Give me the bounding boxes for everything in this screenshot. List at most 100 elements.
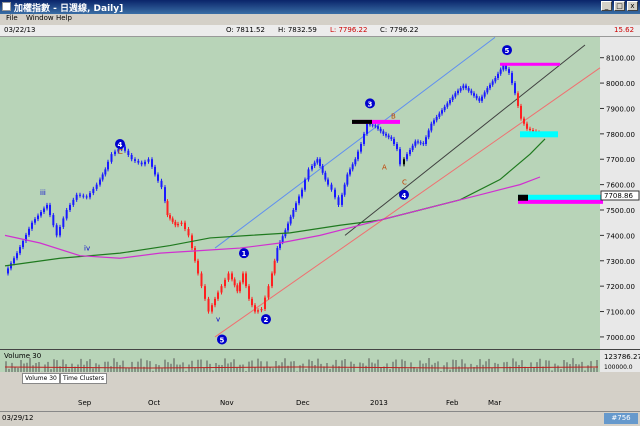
candle-body xyxy=(171,218,174,222)
title-bar: 加權指數 - 日週線, Daily] _ □ x xyxy=(0,0,640,14)
candle-body xyxy=(523,118,525,124)
tab-volume[interactable]: Volume 30 xyxy=(22,373,60,384)
candle-body xyxy=(124,146,126,151)
target-bar xyxy=(520,131,558,138)
wave-label: C xyxy=(402,179,407,187)
candle-body xyxy=(491,81,494,85)
candle-body xyxy=(475,95,478,99)
candle-body xyxy=(204,286,206,299)
candle-body xyxy=(137,160,140,163)
candle-body xyxy=(441,110,443,114)
candle-body xyxy=(227,273,230,280)
candle-body xyxy=(422,143,425,145)
candle-body xyxy=(399,149,401,165)
candle-body xyxy=(7,268,9,274)
candle-body xyxy=(107,161,109,170)
candle-body xyxy=(351,164,354,170)
candle-body xyxy=(390,137,393,139)
candle-body xyxy=(307,169,310,180)
wave-label: iv xyxy=(84,245,90,253)
candle-body xyxy=(292,210,295,217)
candle-body xyxy=(55,225,58,236)
candle-body xyxy=(433,120,435,124)
candle-body xyxy=(343,184,346,195)
close-icon[interactable]: x xyxy=(627,1,638,11)
y-tick-label: 8000.00 xyxy=(606,80,635,88)
candle-body xyxy=(514,83,516,94)
chart-background xyxy=(0,37,600,349)
menu-help[interactable]: Help xyxy=(56,14,72,22)
candle-body xyxy=(251,298,253,306)
target-bar xyxy=(518,199,603,204)
candle-body xyxy=(470,90,473,94)
candle-body xyxy=(62,218,65,227)
candle-body xyxy=(110,154,113,162)
y-tick-label: 7500.00 xyxy=(606,207,635,215)
y-tick-label: 8100.00 xyxy=(606,55,635,63)
target-bar xyxy=(500,62,560,66)
candle-body xyxy=(184,222,186,230)
candle-body xyxy=(379,128,382,132)
candle-body xyxy=(417,141,419,143)
candle-body xyxy=(517,93,519,106)
last-price-box xyxy=(600,190,640,201)
candle-body xyxy=(242,273,244,283)
candle-body xyxy=(451,96,454,100)
y-tick-label: 7000.00 xyxy=(606,334,635,342)
candle-body xyxy=(489,84,491,89)
candle-body xyxy=(321,166,324,173)
candle-body xyxy=(532,130,534,132)
x-label: Mar xyxy=(488,399,502,407)
target-bar xyxy=(352,119,372,124)
candle-body xyxy=(217,292,219,299)
candle-body xyxy=(505,65,507,70)
candle-body xyxy=(75,194,78,200)
candle-body xyxy=(37,215,39,220)
candle-body xyxy=(387,135,390,138)
candle-body xyxy=(406,154,408,160)
candle-body xyxy=(446,103,449,107)
wave-label: 5 xyxy=(505,47,510,55)
info-high: H: 7832.59 xyxy=(278,26,317,34)
target-bar xyxy=(518,194,603,201)
candle-body xyxy=(40,212,42,216)
candle-body xyxy=(334,189,336,198)
candle-body xyxy=(346,174,349,185)
candle-body xyxy=(114,151,116,155)
candle-body xyxy=(151,159,153,167)
candle-body xyxy=(508,69,510,73)
candle-body xyxy=(101,174,104,180)
x-label: Sep xyxy=(78,399,92,407)
candle-body xyxy=(254,305,256,312)
wave-label-circle xyxy=(261,314,271,325)
menu-file[interactable]: File xyxy=(6,14,18,22)
maximize-icon[interactable]: □ xyxy=(614,1,625,11)
window-title: 加權指數 - 日週線, Daily] xyxy=(14,4,124,14)
candle-body xyxy=(104,169,107,175)
volume-title: Volume 30 xyxy=(4,352,41,360)
candle-body xyxy=(363,133,365,144)
candle-body xyxy=(435,116,438,121)
wave-label: 4 xyxy=(402,192,407,200)
info-open: O: 7811.52 xyxy=(226,26,265,34)
channel-lower xyxy=(214,67,601,338)
menu-window[interactable]: Window xyxy=(26,14,54,22)
candle-body xyxy=(499,69,502,74)
candle-body xyxy=(239,282,241,292)
candle-body xyxy=(59,226,61,236)
candle-body xyxy=(140,162,143,165)
candle-body xyxy=(465,85,467,89)
status-bar: 03/29/12 #756 xyxy=(0,411,640,426)
candle-body xyxy=(19,247,21,254)
candle-body xyxy=(49,204,51,216)
wave-label: v xyxy=(216,316,220,324)
candle-body xyxy=(443,106,446,111)
candle-body xyxy=(220,286,223,293)
minimize-icon[interactable]: _ xyxy=(601,1,612,11)
y-tick-label: 7800.00 xyxy=(606,131,635,139)
tab-time-clusters[interactable]: Time Clusters xyxy=(60,373,108,384)
candle-body xyxy=(279,242,281,249)
